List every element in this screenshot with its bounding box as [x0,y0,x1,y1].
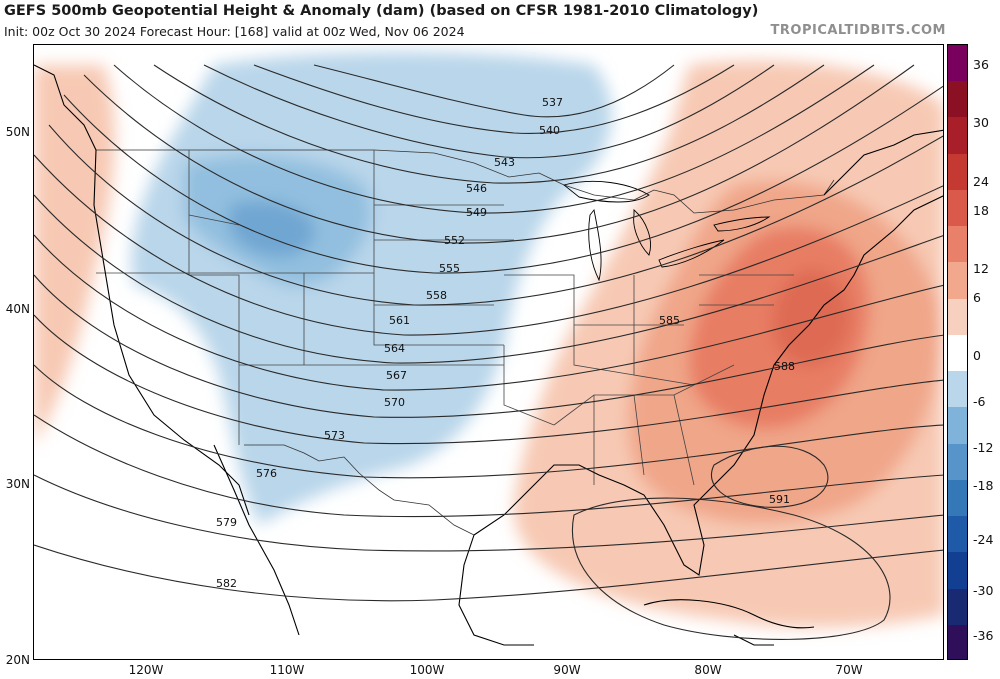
map-canvas [34,51,943,646]
colorbar-segment [948,624,967,659]
colorbar-segment [948,81,967,118]
colorbar-segment [948,153,967,191]
anomaly-shading [34,51,943,628]
borders-layer [96,149,835,536]
lat-label-20n: 20N [5,653,30,667]
colorbar-segment [948,516,967,553]
colorbar-segment [948,588,967,626]
anomaly-colorbar [947,44,968,660]
colorbar-segment [948,298,967,336]
colorbar-segment [948,262,967,300]
colorbar-segment [948,443,967,481]
lon-label-110w: 110W [269,663,305,677]
height-contour-line [113,64,875,214]
contour-label: 567 [386,369,407,382]
lat-label-30n: 30N [5,477,30,491]
colorbar-segment [948,117,967,155]
height-contour-line [572,497,891,640]
contour-label: 561 [389,314,410,327]
contour-label: 543 [494,156,515,169]
height-contour-line [48,124,943,306]
height-contour-line [34,544,943,602]
height-contour-line [34,474,943,552]
height-contour-line [63,85,943,274]
colorbar-label: 24 [973,174,989,189]
colorbar-segment [948,371,967,408]
colorbar-segment [948,407,967,445]
lon-label-100w: 100W [409,663,445,677]
map-subtitle: Init: 00z Oct 30 2024 Forecast Hour: [16… [4,24,465,39]
contour-label: 579 [216,516,237,529]
colorbar-segment [948,334,967,372]
height-contour-line [203,64,775,159]
colorbar-label: -12 [973,440,994,455]
height-contour-line [153,64,825,184]
lon-label-70w: 70W [835,663,863,677]
height-contours [34,64,943,640]
positive-anomaly-shading [34,60,943,628]
lon-label-90w: 90W [553,663,581,677]
contour-label: 537 [542,96,563,109]
colorbar-label: -18 [973,478,994,493]
contour-label: 555 [439,262,460,275]
contour-label: 585 [659,314,680,327]
height-contour-line [710,445,829,508]
contour-label: 549 [466,206,487,219]
colorbar-segment [948,479,967,517]
height-contour-line [34,364,943,479]
contour-label: 591 [769,493,790,506]
colorbar-label: -6 [973,394,986,409]
height-contour-line [34,234,943,391]
contour-label: 582 [216,577,237,590]
contour-label: 558 [426,289,447,302]
colorbar-segment [948,226,967,263]
colorbar-label: -24 [973,532,994,547]
contour-label: 546 [466,182,487,195]
contour-label: 564 [384,342,405,355]
height-contour-line [253,64,735,134]
contour-label: 576 [256,467,277,480]
height-contour-line [34,194,943,364]
height-contour-line [313,64,675,118]
colorbar-segment [948,552,967,590]
colorbar-label: 0 [973,348,981,363]
contour-label: 570 [384,396,405,409]
height-contour-line [34,154,943,336]
colorbar-label: 6 [973,290,981,305]
contour-label: 552 [444,234,465,247]
height-contour-line [34,274,943,418]
colorbar-label: 30 [973,115,989,130]
height-contour-line [83,64,915,244]
credit-watermark: TROPICALTIDBITS.COM [770,23,946,38]
colorbar-label: 18 [973,203,989,218]
lat-label-40n: 40N [5,302,30,316]
colorbar-label: -36 [973,628,994,643]
height-contour-line [34,314,943,445]
lon-label-80w: 80W [694,663,722,677]
contour-label: 573 [324,429,345,442]
contour-label: 588 [774,360,795,373]
colorbar-label: -30 [973,583,994,598]
lat-label-50n: 50N [5,125,30,139]
map-title: GEFS 500mb Geopotential Height & Anomaly… [4,3,759,19]
contour-label: 540 [539,124,560,137]
colorbar-label: 36 [973,57,989,72]
lon-label-120w: 120W [128,663,164,677]
height-contour-line [34,414,943,518]
weather-map: 537 540 543 546 549 552 555 558 561 564 567 570 573 5… [33,44,944,660]
colorbar-label: 12 [973,261,989,276]
colorbar-segment [948,189,967,227]
colorbar-segment [948,45,967,82]
